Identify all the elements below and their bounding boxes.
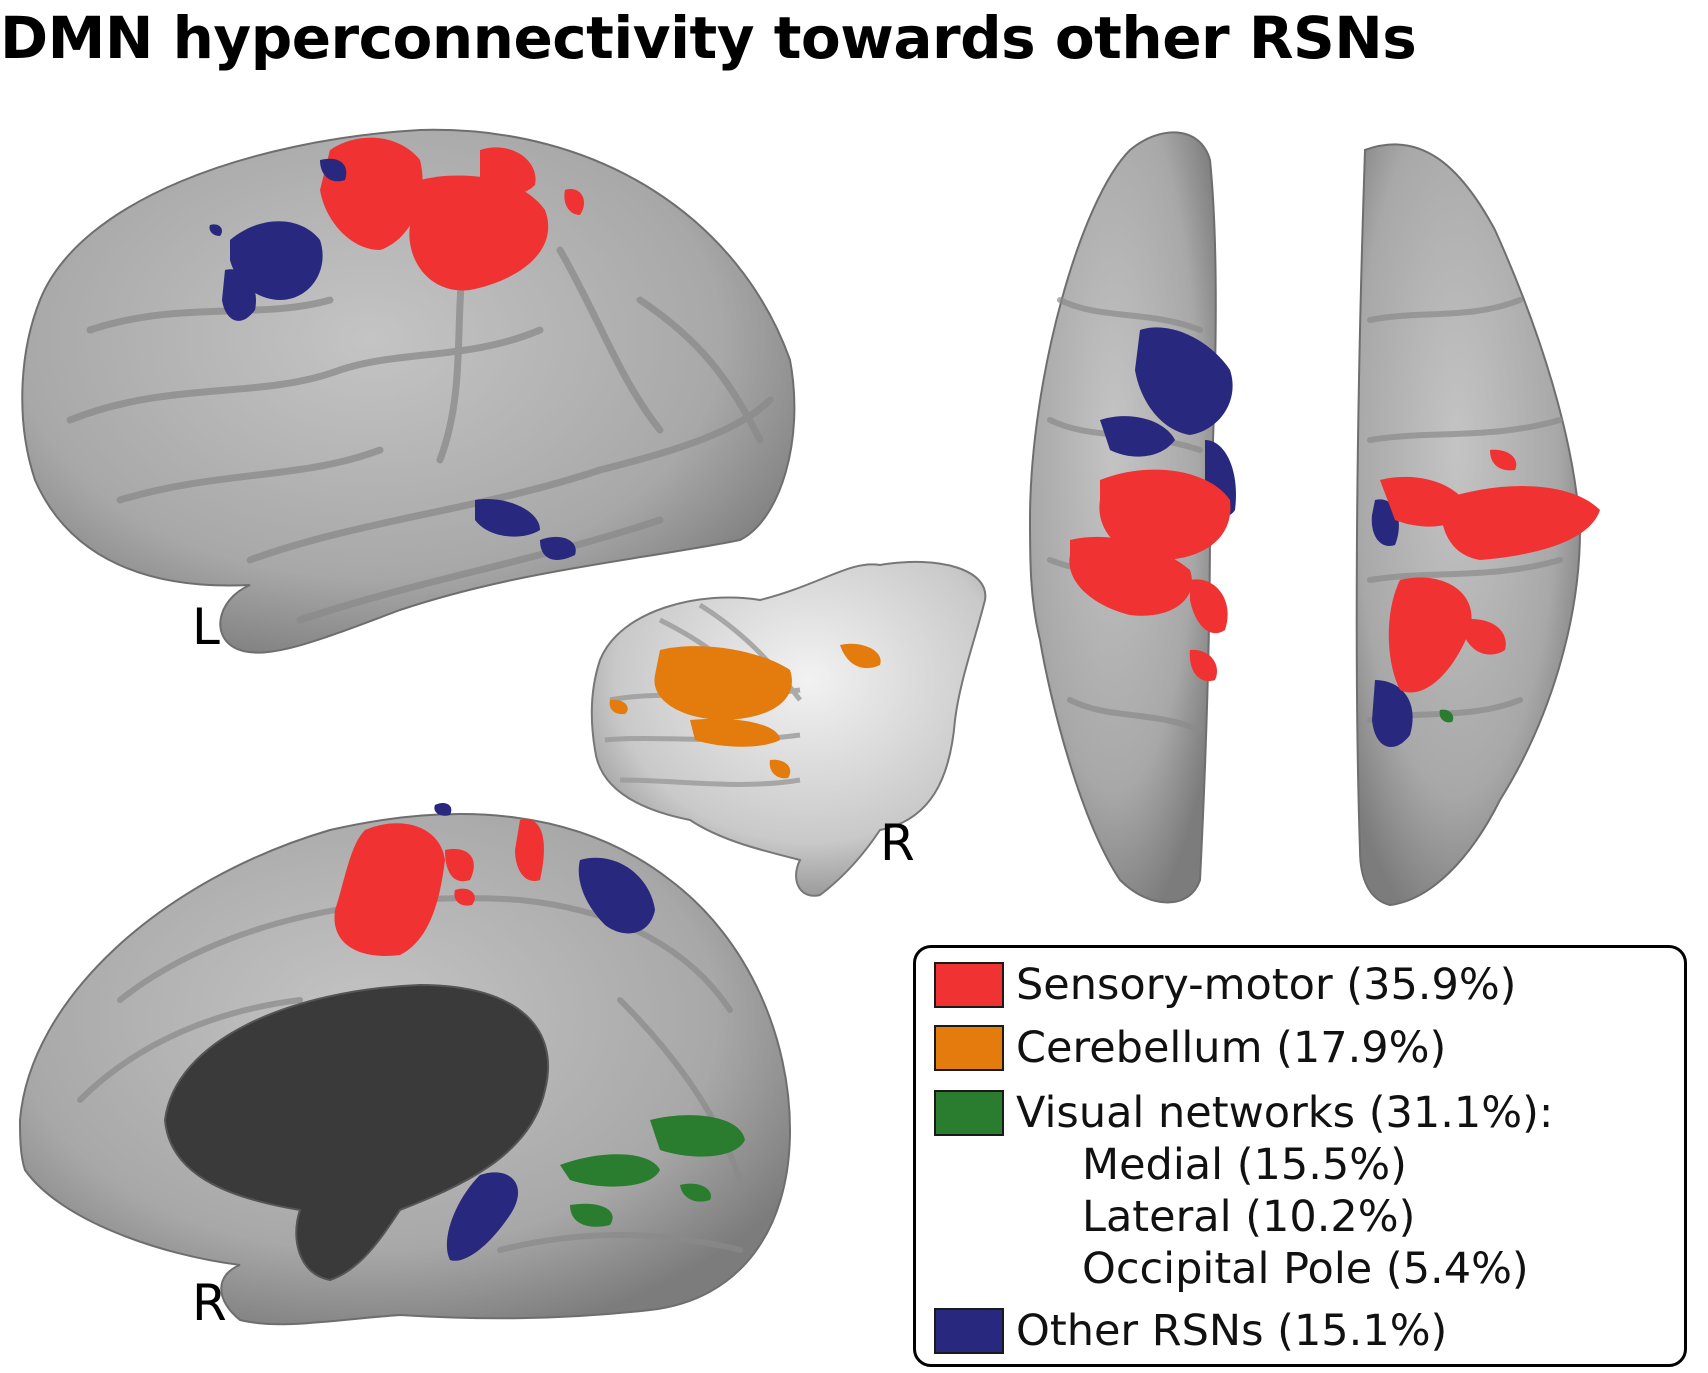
right-medial-label: R (192, 1274, 227, 1332)
left-lateral-surface (21, 128, 796, 654)
left-lateral-hemisphere (21, 128, 796, 654)
cerebellum-surface (590, 561, 987, 897)
legend: Sensory-motor (35.9%) Cerebellum (17.9%)… (913, 945, 1687, 1367)
legend-label-sensory-motor: Sensory-motor (35.9%) (1016, 960, 1517, 1010)
legend-swatch-visual-networks (934, 1090, 1004, 1136)
figure-title: DMN hyperconnectivity towards other RSNs (0, 4, 1417, 72)
legend-item-cerebellum: Cerebellum (17.9%) (934, 1023, 1446, 1073)
legend-label-visual-networks: Visual networks (31.1%): (1016, 1088, 1554, 1138)
legend-item-other-rsns: Other RSNs (15.1%) (934, 1306, 1447, 1356)
legend-item-visual-networks: Visual networks (31.1%): (934, 1088, 1553, 1138)
superior-view (1028, 131, 1600, 907)
legend-swatch-cerebellum (934, 1025, 1004, 1071)
right-medial-hemisphere (18, 803, 792, 1326)
left-lateral-label: L (192, 598, 220, 656)
legend-swatch-other-rsns (934, 1308, 1004, 1354)
legend-swatch-sensory-motor (934, 962, 1004, 1008)
cerebellum-label: R (880, 814, 915, 872)
cerebellum-rendering (590, 561, 987, 897)
legend-subitem-lateral: Lateral (10.2%) (1082, 1192, 1416, 1242)
legend-subitem-medial: Medial (15.5%) (1082, 1140, 1407, 1190)
medial-wall (163, 983, 550, 1282)
legend-label-cerebellum: Cerebellum (17.9%) (1016, 1023, 1447, 1073)
legend-subitem-occipital-pole: Occipital Pole (5.4%) (1082, 1244, 1529, 1294)
legend-item-sensory-motor: Sensory-motor (35.9%) (934, 960, 1516, 1010)
legend-label-other-rsns: Other RSNs (15.1%) (1016, 1306, 1448, 1356)
